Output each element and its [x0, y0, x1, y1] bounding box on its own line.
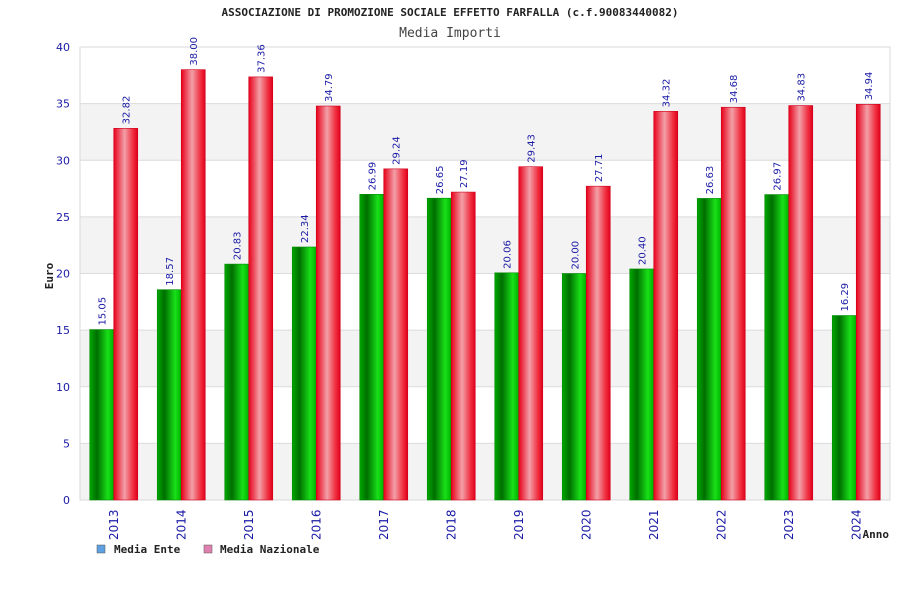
- bar-media-ente-2015: [224, 263, 250, 501]
- bar-media-nazionale-2024: [855, 104, 881, 501]
- bar-media-nazionale-2016: [315, 105, 341, 501]
- legend-swatch-media-ente: [96, 544, 106, 554]
- bar-media-ente-2018: [426, 197, 452, 501]
- x-axis-ticks: 2013 2014 2015 2016 2017 2018 2019 2020 2021 2022…: [107, 509, 864, 540]
- x-tick-label: 2023: [782, 509, 796, 540]
- plot-band: [80, 47, 890, 104]
- bar-media-nazionale-2021: [653, 111, 679, 501]
- x-tick-label: 2020: [579, 509, 593, 540]
- y-tick-label: 10: [56, 381, 70, 394]
- bar-media-nazionale-2013: [113, 128, 139, 501]
- data-label: 26.65: [435, 166, 446, 195]
- bar-media-ente-2019: [494, 272, 520, 501]
- plot-band: [80, 386, 890, 444]
- plot-band: [80, 216, 890, 274]
- data-label: 26.63: [705, 166, 716, 195]
- x-tick-label: 2013: [107, 509, 121, 540]
- bar-media-ente-2022: [696, 198, 722, 501]
- plot-band: [80, 273, 890, 331]
- y-tick-label: 25: [56, 211, 70, 224]
- data-label: 34.83: [797, 73, 808, 102]
- bar-media-ente-2024: [831, 315, 857, 501]
- x-tick-label: 2019: [512, 509, 526, 540]
- data-label: 29.43: [527, 134, 538, 163]
- data-label: 27.71: [594, 154, 605, 183]
- y-tick-label: 40: [56, 41, 70, 54]
- data-label: 32.82: [122, 96, 133, 125]
- x-tick-label: 2015: [242, 509, 256, 540]
- chart-subtitle: Media Importi: [399, 26, 501, 41]
- bar-media-ente-2014: [156, 289, 182, 501]
- x-tick-label: 2016: [309, 509, 323, 540]
- y-tick-label: 15: [56, 324, 70, 337]
- bar-media-ente-2013: [89, 329, 115, 501]
- plot-area: [79, 46, 891, 501]
- y-tick-label: 35: [56, 98, 70, 111]
- legend-label-media-ente: Media Ente: [114, 543, 181, 556]
- data-label: 16.29: [840, 283, 851, 312]
- data-label: 20.00: [570, 241, 581, 270]
- bar-media-ente-2021: [629, 268, 655, 501]
- legend-swatch-media-nazionale: [203, 544, 213, 554]
- bar-media-nazionale-2019: [518, 166, 544, 501]
- data-label: 18.57: [165, 257, 176, 286]
- y-axis-label: Euro: [43, 262, 56, 289]
- data-label: 22.34: [300, 214, 311, 243]
- data-label: 34.94: [864, 72, 875, 101]
- data-labels: 15.05 32.82 18.57 38.00 20.83 37.36 22.34 34.79…: [98, 37, 876, 326]
- plot-band: [80, 330, 890, 387]
- data-label: 26.97: [773, 162, 784, 191]
- y-axis-ticks: 0 5 10 15 20 25 30 35 40: [56, 41, 70, 507]
- data-label: 20.06: [503, 240, 514, 269]
- plot-band: [80, 160, 890, 217]
- bar-media-nazionale-2022: [720, 106, 746, 501]
- data-label: 27.19: [459, 159, 470, 188]
- data-label: 29.24: [392, 136, 403, 165]
- bar-media-ente-2016: [291, 246, 317, 501]
- data-label: 20.83: [233, 231, 244, 260]
- legend-label-media-nazionale: Media Nazionale: [220, 543, 320, 556]
- plot-bands: [80, 47, 890, 500]
- bar-media-ente-2023: [764, 194, 790, 501]
- y-tick-label: 30: [56, 154, 70, 167]
- y-tick-label: 20: [56, 268, 70, 281]
- x-tick-label: 2021: [647, 509, 661, 540]
- data-label: 26.99: [368, 162, 379, 191]
- chart-title: ASSOCIAZIONE DI PROMOZIONE SOCIALE EFFET…: [222, 6, 679, 19]
- plot-band: [80, 443, 890, 500]
- data-label: 37.36: [257, 44, 268, 73]
- data-label: 34.32: [662, 79, 673, 108]
- bars: [89, 69, 881, 501]
- x-tick-label: 2018: [444, 509, 458, 540]
- legend: Media Ente Media Nazionale: [96, 543, 320, 556]
- plot-band: [80, 103, 890, 161]
- x-tick-label: 2014: [174, 509, 188, 540]
- x-tick-label: 2017: [377, 509, 391, 540]
- x-axis-label: Anno: [863, 528, 890, 541]
- data-label: 34.79: [324, 73, 335, 102]
- bar-media-ente-2017: [359, 194, 385, 501]
- bar-media-nazionale-2015: [248, 76, 274, 501]
- data-label: 34.68: [729, 75, 740, 104]
- x-tick-label: 2022: [714, 509, 728, 540]
- x-tick-label: 2024: [849, 509, 863, 540]
- y-tick-label: 5: [63, 437, 70, 450]
- data-label: 38.00: [189, 37, 200, 66]
- bar-media-ente-2020: [561, 273, 587, 501]
- bar-media-nazionale-2020: [585, 185, 611, 501]
- bar-media-nazionale-2023: [788, 105, 814, 501]
- bar-media-nazionale-2018: [450, 191, 476, 501]
- data-label: 20.40: [638, 236, 649, 265]
- bar-media-nazionale-2014: [180, 69, 206, 501]
- y-tick-label: 0: [63, 494, 70, 507]
- bar-media-nazionale-2017: [383, 168, 409, 501]
- data-label: 15.05: [98, 297, 109, 326]
